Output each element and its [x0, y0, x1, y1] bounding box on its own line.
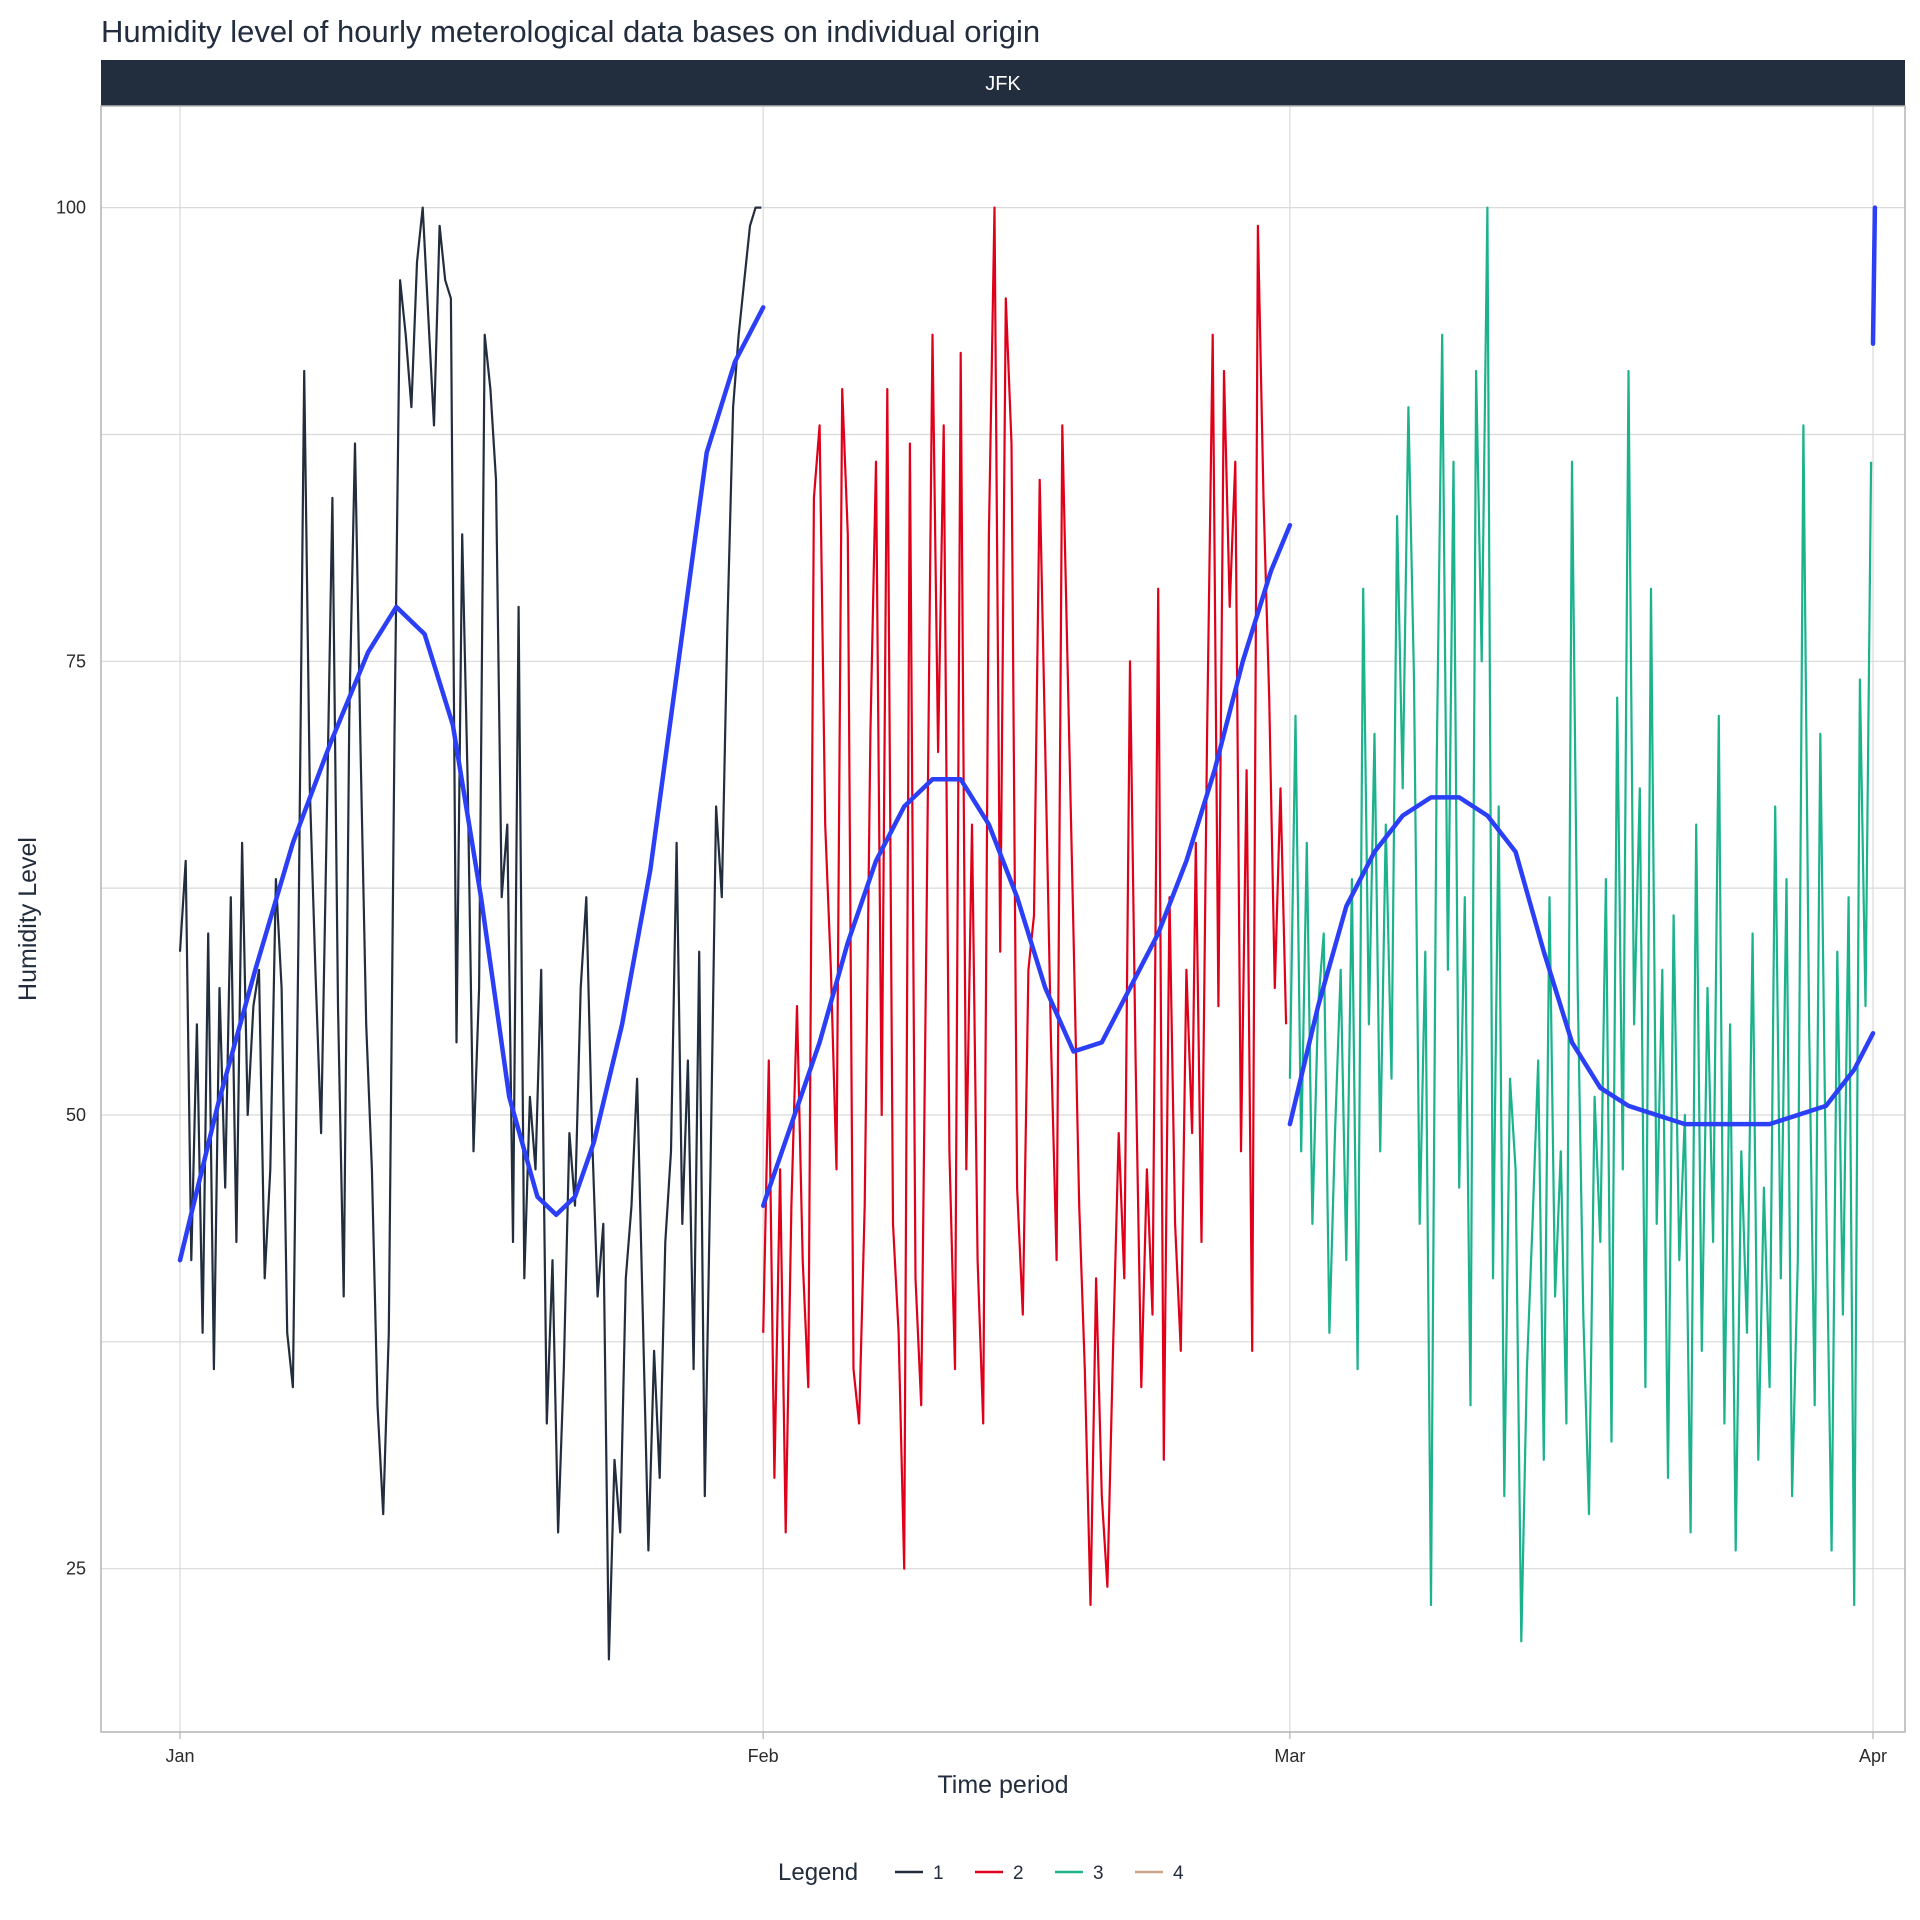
- smooth-line: [1287, 795, 1876, 1127]
- series-line-3: [1288, 206, 1873, 1643]
- smooth-line: [1870, 205, 1878, 346]
- y-axis-title: Humidity Level: [14, 837, 42, 1001]
- chart-title: Humidity level of hourly meterological d…: [101, 14, 1040, 49]
- smooth-lines: [177, 205, 1878, 1263]
- legend-title: Legend: [778, 1859, 858, 1886]
- legend-label: 4: [1173, 1863, 1184, 1884]
- y-tick-label: 100: [56, 198, 86, 218]
- axis-ticks: 25 50 75 100 Jan Feb Mar Apr: [56, 198, 1887, 1766]
- x-tick-label: Mar: [1274, 1746, 1305, 1766]
- x-tick-label: Feb: [748, 1746, 779, 1766]
- x-tick-label: Jan: [165, 1746, 194, 1766]
- legend-label: 1: [933, 1863, 944, 1884]
- series-line-2: [762, 206, 1288, 1607]
- legend: Legend 1 2 3 4: [778, 1859, 1184, 1886]
- facet-strip: [101, 60, 1905, 106]
- y-tick-label: 50: [66, 1105, 86, 1125]
- smooth-line: [760, 522, 1293, 1208]
- x-tick-label: Apr: [1859, 1746, 1887, 1766]
- y-tick-label: 75: [66, 651, 86, 671]
- plot-panel: [100, 105, 1906, 1733]
- facet-strip-label: JFK: [985, 73, 1021, 95]
- smooth-line: [177, 305, 766, 1263]
- series-lines: [178, 206, 1873, 1661]
- x-axis-title: Time period: [937, 1771, 1068, 1799]
- y-tick-label: 25: [66, 1559, 86, 1579]
- grid: [101, 106, 1905, 1732]
- legend-label: 3: [1093, 1863, 1104, 1884]
- legend-label: 2: [1013, 1863, 1024, 1884]
